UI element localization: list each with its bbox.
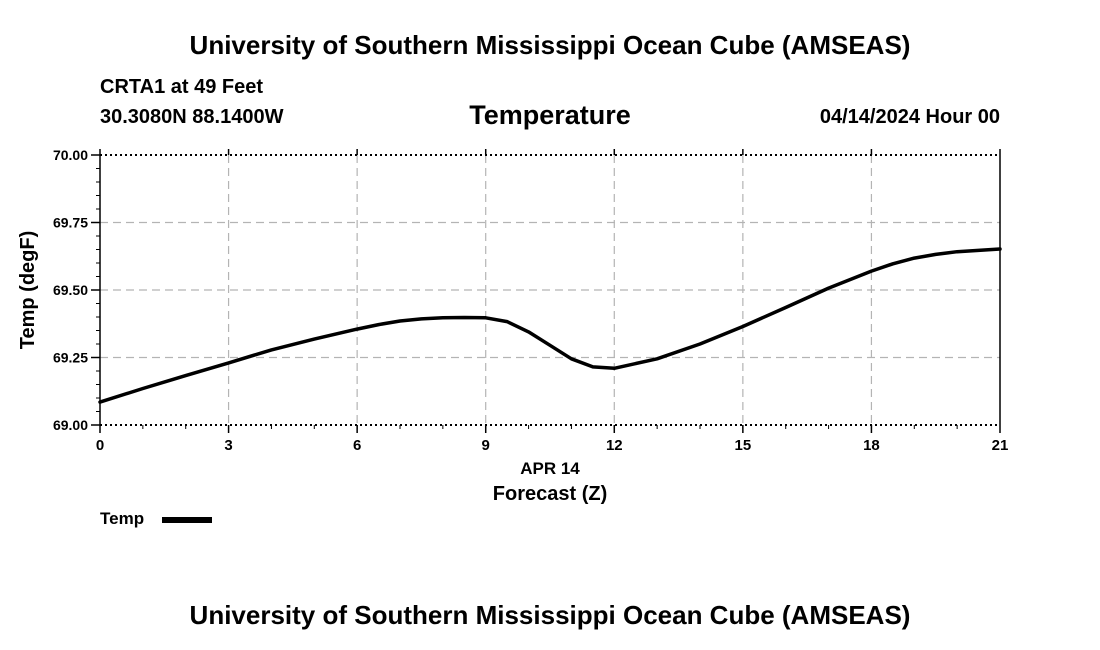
y-tick-label: 69.00 xyxy=(53,417,88,433)
x-tick-label: 21 xyxy=(992,437,1009,454)
legend-label-temp: Temp xyxy=(100,509,145,528)
forecast-datetime: 04/14/2024 Hour 00 xyxy=(819,106,1000,128)
footer-title: University of Southern Mississippi Ocean… xyxy=(189,600,911,630)
station-label: CRTA1 at 49 Feet xyxy=(100,76,264,98)
x-tick-label: 9 xyxy=(482,437,490,454)
x-tick-label: 15 xyxy=(735,437,752,454)
x-tick-label: 12 xyxy=(606,437,623,454)
grid-lines xyxy=(100,155,1000,425)
x-tick-label: 18 xyxy=(863,437,880,454)
coordinates-label: 30.3080N 88.1400W xyxy=(100,106,284,128)
axis-labels: APR 14 Forecast (Z) Temp (degF) xyxy=(17,231,607,505)
y-axis-label: Temp (degF) xyxy=(17,231,39,350)
x-tick-label: 3 xyxy=(224,437,232,454)
x-tick-label: 6 xyxy=(353,437,361,454)
y-tick-label: 69.50 xyxy=(53,282,88,298)
page-title: University of Southern Mississippi Ocean… xyxy=(189,30,911,60)
x-axis-date-label: APR 14 xyxy=(520,459,580,478)
series-layer xyxy=(98,247,1002,404)
series-line-temp xyxy=(98,247,1002,404)
y-tick-label: 69.75 xyxy=(53,215,88,231)
x-axis-label: Forecast (Z) xyxy=(493,483,607,505)
x-tick-label: 0 xyxy=(96,437,104,454)
y-tick-label: 69.25 xyxy=(53,350,88,366)
chart-title: Temperature xyxy=(469,100,631,130)
axes: 69.00 69.25 69.50 69.75 70.00 0 3 6 9 12 15 18 21 xyxy=(53,147,1008,454)
y-tick-label: 70.00 xyxy=(53,147,88,163)
